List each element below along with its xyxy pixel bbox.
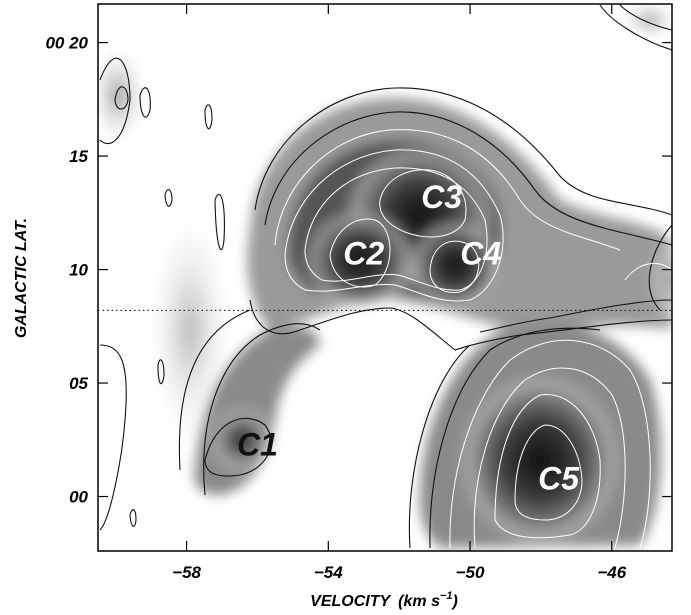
clump-label-c5: C5 — [538, 460, 580, 496]
x-tick-label: −46 — [597, 563, 626, 582]
clump-label-c2: C2 — [343, 236, 384, 272]
x-axis-ticks: −58 −54 −50 −46 — [172, 4, 627, 582]
clump-label-c4: C4 — [460, 236, 501, 272]
y-tick-label: 05 — [69, 374, 88, 393]
clump-label-c1: C1 — [237, 426, 278, 462]
x-tick-label: −58 — [172, 563, 201, 582]
y-axis-title: GALACTIC LAT. — [13, 218, 30, 338]
inner-contours — [274, 129, 672, 549]
x-axis-title: VELOCITY (km s−1) — [310, 590, 458, 610]
y-axis-ticks: 00 20 15 10 05 00 — [45, 34, 672, 507]
clump-labels: C1 C2 C3 C4 C5 — [237, 179, 580, 496]
y-tick-label: 00 20 — [45, 34, 88, 53]
y-tick-label: 10 — [69, 261, 88, 280]
y-tick-label: 00 — [69, 488, 88, 507]
outer-contours — [99, 4, 672, 549]
plot-frame — [97, 3, 673, 552]
emission-shading — [98, 4, 672, 548]
y-tick-label: 15 — [69, 147, 88, 166]
clump-label-c3: C3 — [421, 179, 462, 215]
x-tick-label: −50 — [456, 563, 485, 582]
emission-map: C1 C2 C3 C4 C5 — [98, 4, 672, 551]
x-tick-label: −54 — [314, 563, 343, 582]
